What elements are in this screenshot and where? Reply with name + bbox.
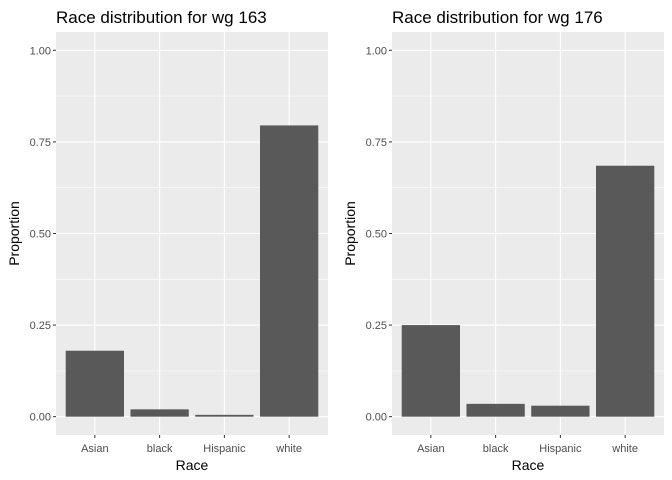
y-axis: 0.00 0.25 0.50 0.75 1.00 [366,45,392,424]
y-tick-label: 0.00 [366,412,387,424]
y-tick-label: 0.25 [366,320,387,332]
bars [401,165,655,417]
x-tick-label: Hispanic [539,443,582,455]
x-tick-label: white [275,443,302,455]
x-tick-label: black [147,443,173,455]
x-tick-label: black [483,443,509,455]
x-tick-label: white [611,443,638,455]
chart-title: Race distribution for wg 163 [56,8,267,27]
bar-black [130,409,189,417]
bar-black [466,403,525,417]
x-tick-label: Asian [81,443,109,455]
y-tick-label: 0.50 [366,229,387,241]
x-axis-title: Race [512,457,545,473]
bars [65,125,319,417]
chart-race-wg-163: Race distribution for wg 163 0.00 0.25 0.5… [6,8,328,473]
x-tick-label: Hispanic [203,443,246,455]
bar-white [260,125,319,417]
y-tick-label: 1.00 [366,45,387,57]
bar-asian [401,325,460,417]
y-tick-label: 0.50 [30,229,51,241]
y-axis: 0.00 0.25 0.50 0.75 1.00 [30,45,56,424]
x-axis: Asian black Hispanic white [81,435,302,455]
x-tick-label: Asian [417,443,445,455]
y-tick-label: 0.75 [366,137,387,149]
y-tick-label: 0.25 [30,320,51,332]
y-tick-label: 1.00 [30,45,51,57]
y-tick-label: 0.75 [30,137,51,149]
bar-white [596,165,655,417]
y-tick-label: 0.00 [30,412,51,424]
bar-hispanic [531,405,590,417]
bar-asian [65,350,124,417]
bar-hispanic [195,414,254,417]
chart-title: Race distribution for wg 176 [392,8,603,27]
y-axis-title: Proportion [6,201,22,266]
x-axis: Asian black Hispanic white [417,435,638,455]
y-axis-title: Proportion [342,201,358,266]
chart-race-wg-176: Race distribution for wg 176 0.00 0.25 0.5… [342,8,664,473]
x-axis-title: Race [176,457,209,473]
